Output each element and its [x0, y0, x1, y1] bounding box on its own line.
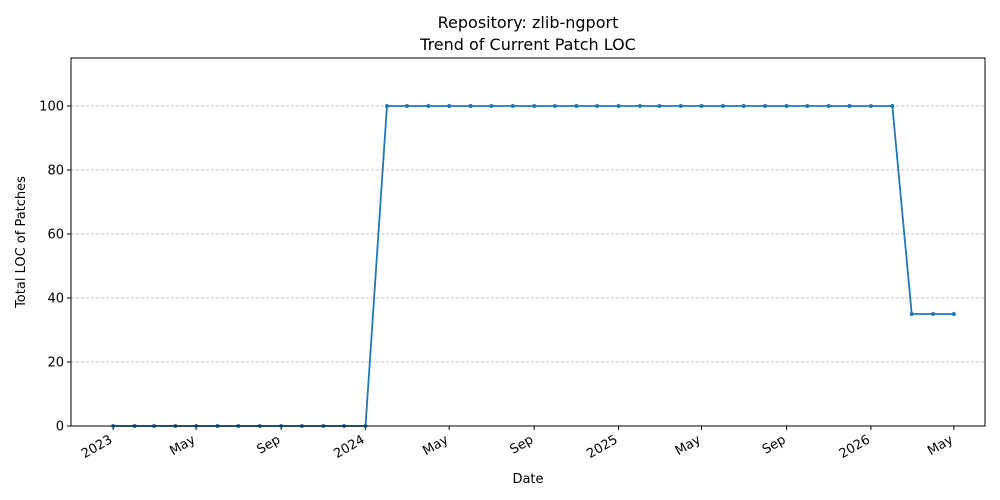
data-point	[826, 104, 831, 108]
data-point	[741, 104, 746, 108]
data-point	[699, 104, 704, 108]
y-tick-label: 40	[47, 292, 64, 307]
data-point	[931, 312, 936, 316]
data-point	[847, 104, 852, 108]
data-point	[468, 104, 473, 108]
data-point	[532, 104, 537, 108]
data-point	[384, 104, 389, 108]
series-line	[113, 105, 954, 427]
x-tick-label: May	[420, 432, 451, 459]
data-point	[638, 104, 643, 108]
x-tick-label: May	[673, 432, 704, 459]
x-tick-label: 2025	[584, 432, 620, 462]
data-point	[426, 104, 431, 108]
data-point	[552, 104, 557, 108]
x-tick-label: 2023	[79, 432, 115, 462]
y-tick-label: 100	[39, 100, 64, 115]
data-point	[489, 104, 494, 108]
x-tick-label: Sep	[254, 432, 283, 457]
x-axis-ticks: 2023 May Sep 2024 May Sep 2025 May Sep 2026 May	[79, 426, 956, 462]
y-axis-label: Total LOC of Patches	[14, 176, 29, 309]
data-point	[890, 104, 895, 108]
x-tick-label: 2026	[837, 432, 873, 462]
data-point	[616, 104, 621, 108]
y-tick-label: 20	[47, 356, 64, 371]
data-point	[510, 104, 515, 108]
data-point	[574, 104, 579, 108]
x-tick-label: May	[925, 432, 956, 459]
y-tick-label: 0	[56, 420, 64, 435]
data-point	[678, 104, 683, 108]
data-series	[111, 104, 956, 428]
data-point	[909, 312, 914, 316]
x-tick-label: 2024	[331, 432, 367, 462]
x-axis-label: Date	[512, 472, 543, 487]
data-point	[405, 104, 410, 108]
data-point	[720, 104, 725, 108]
chart-subtitle: Trend of Current Patch LOC	[419, 35, 636, 54]
chart-title: Repository: zlib-ngport	[438, 13, 619, 32]
x-tick-label: May	[167, 432, 198, 459]
data-point	[657, 104, 662, 108]
grid-lines	[71, 105, 985, 427]
y-tick-label: 60	[47, 228, 64, 243]
data-point	[805, 104, 810, 108]
data-point	[595, 104, 600, 108]
y-axis-ticks: 0 20 40 60 80 100	[39, 100, 71, 435]
data-point	[447, 104, 452, 108]
x-tick-label: Sep	[760, 432, 789, 457]
data-point	[868, 104, 873, 108]
y-tick-label: 80	[47, 164, 64, 179]
data-point	[763, 104, 768, 108]
data-point	[784, 104, 789, 108]
plot-frame	[70, 57, 986, 427]
x-tick-label: Sep	[507, 432, 536, 457]
data-point	[951, 312, 956, 316]
